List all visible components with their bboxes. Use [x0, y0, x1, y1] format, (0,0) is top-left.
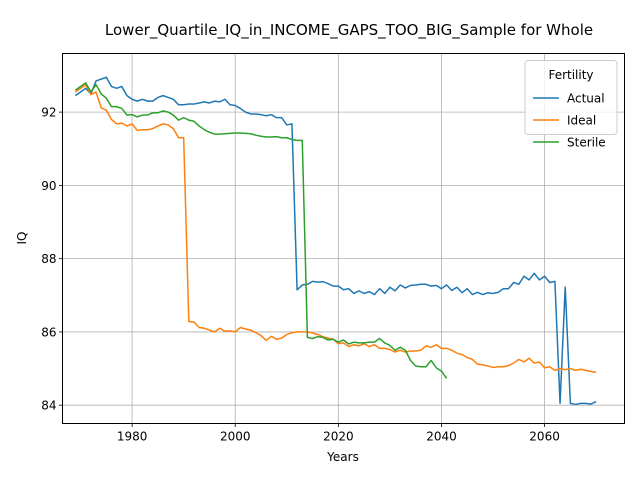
- legend-box: [524, 60, 618, 135]
- plot-frame: [62, 53, 625, 424]
- x-axis-label: Years: [326, 450, 359, 464]
- series-layer: [74, 76, 597, 406]
- legend-title: Fertility: [548, 68, 593, 82]
- y-tick-label: 86: [41, 325, 56, 339]
- legend: Fertility Actual Ideal Sterile: [524, 60, 618, 150]
- x-axis: 1980 2000 2020 2040 2060: [117, 423, 560, 444]
- y-tick-label: 84: [41, 399, 56, 413]
- x-tick-label: 2040: [426, 430, 457, 444]
- legend-label-actual: Actual: [567, 92, 605, 106]
- series-line-actual: [74, 76, 597, 406]
- legend-items: Actual Ideal Sterile: [533, 92, 606, 150]
- y-tick-label: 92: [41, 106, 56, 120]
- x-tick-label: 2060: [529, 430, 560, 444]
- legend-label-sterile: Sterile: [567, 136, 606, 150]
- x-tick-label: 1980: [117, 430, 148, 444]
- y-axis: 84 86 88 90 92: [41, 106, 63, 413]
- x-tick-label: 2020: [323, 430, 354, 444]
- x-tick-label: 2000: [220, 430, 251, 444]
- y-axis-label: IQ: [15, 232, 29, 245]
- legend-label-ideal: Ideal: [567, 114, 596, 128]
- y-tick-label: 90: [41, 179, 56, 193]
- series-line-sterile: [74, 82, 448, 379]
- y-tick-label: 88: [41, 252, 56, 266]
- chart-title: Lower_Quartile_IQ_in_INCOME_GAPS_TOO_BIG…: [105, 21, 593, 40]
